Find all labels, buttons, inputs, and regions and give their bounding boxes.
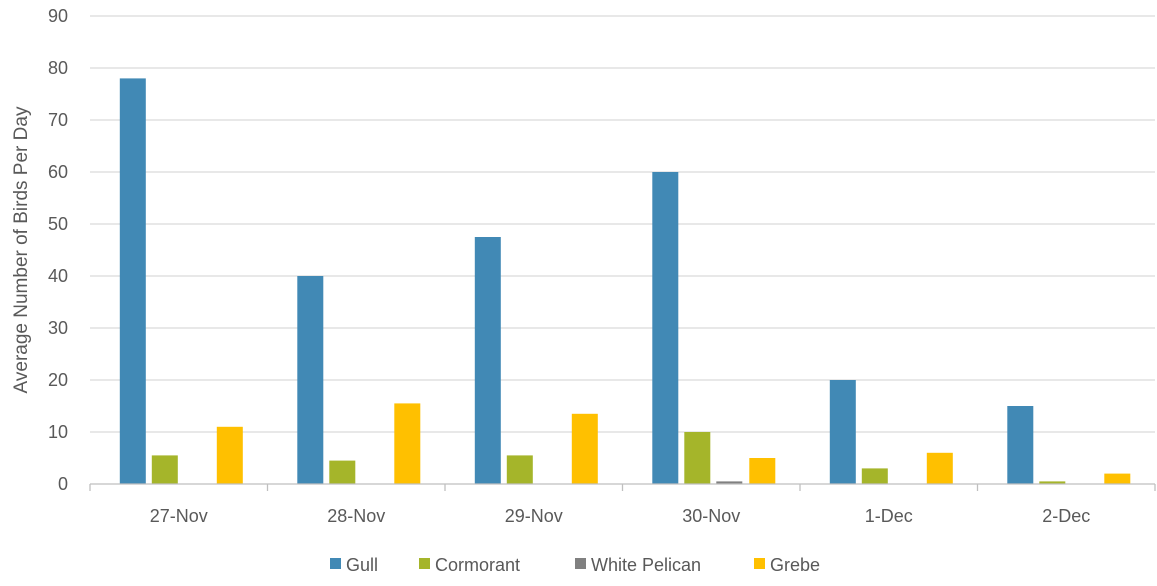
bar-grebe-29-nov <box>571 413 598 484</box>
bar-grebe-27-nov <box>216 426 243 484</box>
x-tick-label: 30-Nov <box>682 506 740 526</box>
bar-gull-1-dec <box>829 380 856 484</box>
gridlines <box>90 15 1155 433</box>
y-tick-label: 0 <box>58 474 68 494</box>
legend-label: Gull <box>346 555 378 575</box>
x-tick-label: 29-Nov <box>505 506 563 526</box>
bar-cormorant-1-dec <box>861 468 888 484</box>
bars <box>119 78 1131 485</box>
legend-label: Cormorant <box>435 555 520 575</box>
y-tick-label: 10 <box>48 422 68 442</box>
bar-gull-28-nov <box>297 276 324 484</box>
bar-grebe-2-dec <box>1104 473 1131 484</box>
legend: Gull Cormorant White Pelican Grebe <box>330 555 820 575</box>
legend-label: White Pelican <box>591 555 701 575</box>
y-axis-ticks: 0 10 20 30 40 50 60 70 80 90 <box>48 6 68 494</box>
y-tick-label: 70 <box>48 110 68 130</box>
bar-gull-29-nov <box>474 237 501 484</box>
y-tick-label: 20 <box>48 370 68 390</box>
legend-swatch-cormorant <box>419 558 430 569</box>
legend-swatch-grebe <box>754 558 765 569</box>
bar-cormorant-2-dec <box>1039 481 1066 484</box>
y-tick-label: 50 <box>48 214 68 234</box>
y-tick-label: 60 <box>48 162 68 182</box>
x-axis: 27-Nov 28-Nov 29-Nov 30-Nov 1-Dec 2-Dec <box>89 483 1156 526</box>
y-tick-label: 30 <box>48 318 68 338</box>
bar-grebe-30-nov <box>749 458 776 484</box>
y-tick-label: 90 <box>48 6 68 26</box>
bar-white-pelican-30-nov <box>716 481 743 484</box>
y-axis-label: Average Number of Birds Per Day <box>11 106 32 393</box>
legend-swatch-gull <box>330 558 341 569</box>
legend-label: Grebe <box>770 555 820 575</box>
x-tick-label: 27-Nov <box>150 506 208 526</box>
x-tick-label: 28-Nov <box>327 506 385 526</box>
bar-gull-30-nov <box>652 172 679 484</box>
legend-swatch-white-pelican <box>575 558 586 569</box>
bar-grebe-28-nov <box>394 403 421 484</box>
bar-grebe-1-dec <box>926 452 953 484</box>
y-tick-label: 40 <box>48 266 68 286</box>
bar-gull-2-dec <box>1007 406 1034 484</box>
x-tick-label: 1-Dec <box>865 506 913 526</box>
bar-cormorant-27-nov <box>151 455 178 484</box>
bar-gull-27-nov <box>119 78 146 485</box>
y-tick-label: 80 <box>48 58 68 78</box>
x-tick-label: 2-Dec <box>1042 506 1090 526</box>
bar-cormorant-30-nov <box>684 432 711 484</box>
bar-cormorant-29-nov <box>506 455 533 484</box>
bar-cormorant-28-nov <box>329 460 356 484</box>
